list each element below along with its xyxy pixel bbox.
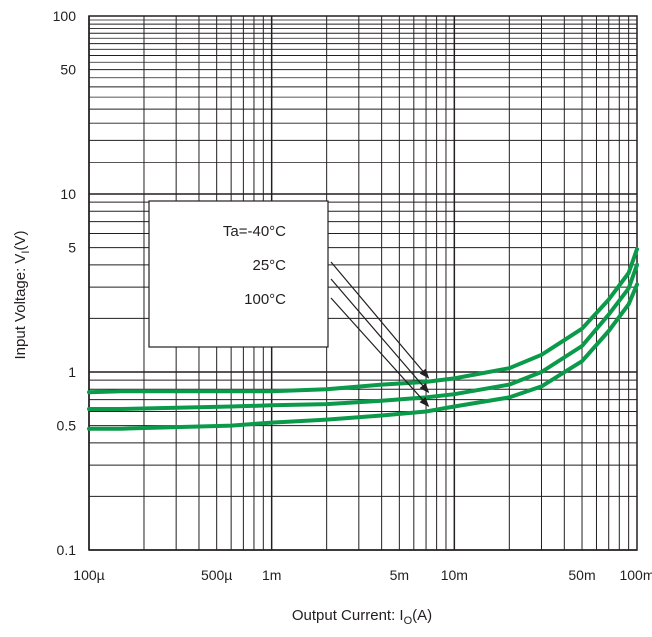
y-tick-label: 5 <box>68 240 76 256</box>
legend-entry-1: Ta=-40°C <box>223 223 286 240</box>
x-tick-label: 50m <box>568 567 595 583</box>
legend-entry-2: 25°C <box>252 257 286 274</box>
y-axis-title: Input Voltage: VI(V) <box>12 231 32 360</box>
y-tick-label: 100 <box>53 8 77 24</box>
y-tick-label: 50 <box>60 62 76 78</box>
x-tick-label: 500µ <box>201 567 232 583</box>
x-tick-label: 100m <box>619 567 652 583</box>
x-tick-label: 100µ <box>73 567 104 583</box>
y-tick-label: 0.1 <box>57 542 77 558</box>
legend: Ta=-40°C 25°C 100°C <box>149 201 328 347</box>
x-axis-title: Output Current: IO(A) <box>292 607 432 627</box>
x-tick-label: 5m <box>390 567 409 583</box>
y-tick-label: 1 <box>68 364 76 380</box>
y-tick-label: 10 <box>60 186 76 202</box>
y-tick-label: 0.5 <box>57 418 77 434</box>
legend-entry-3: 100°C <box>244 291 286 308</box>
x-tick-label: 10m <box>441 567 468 583</box>
x-tick-label: 1m <box>262 567 281 583</box>
